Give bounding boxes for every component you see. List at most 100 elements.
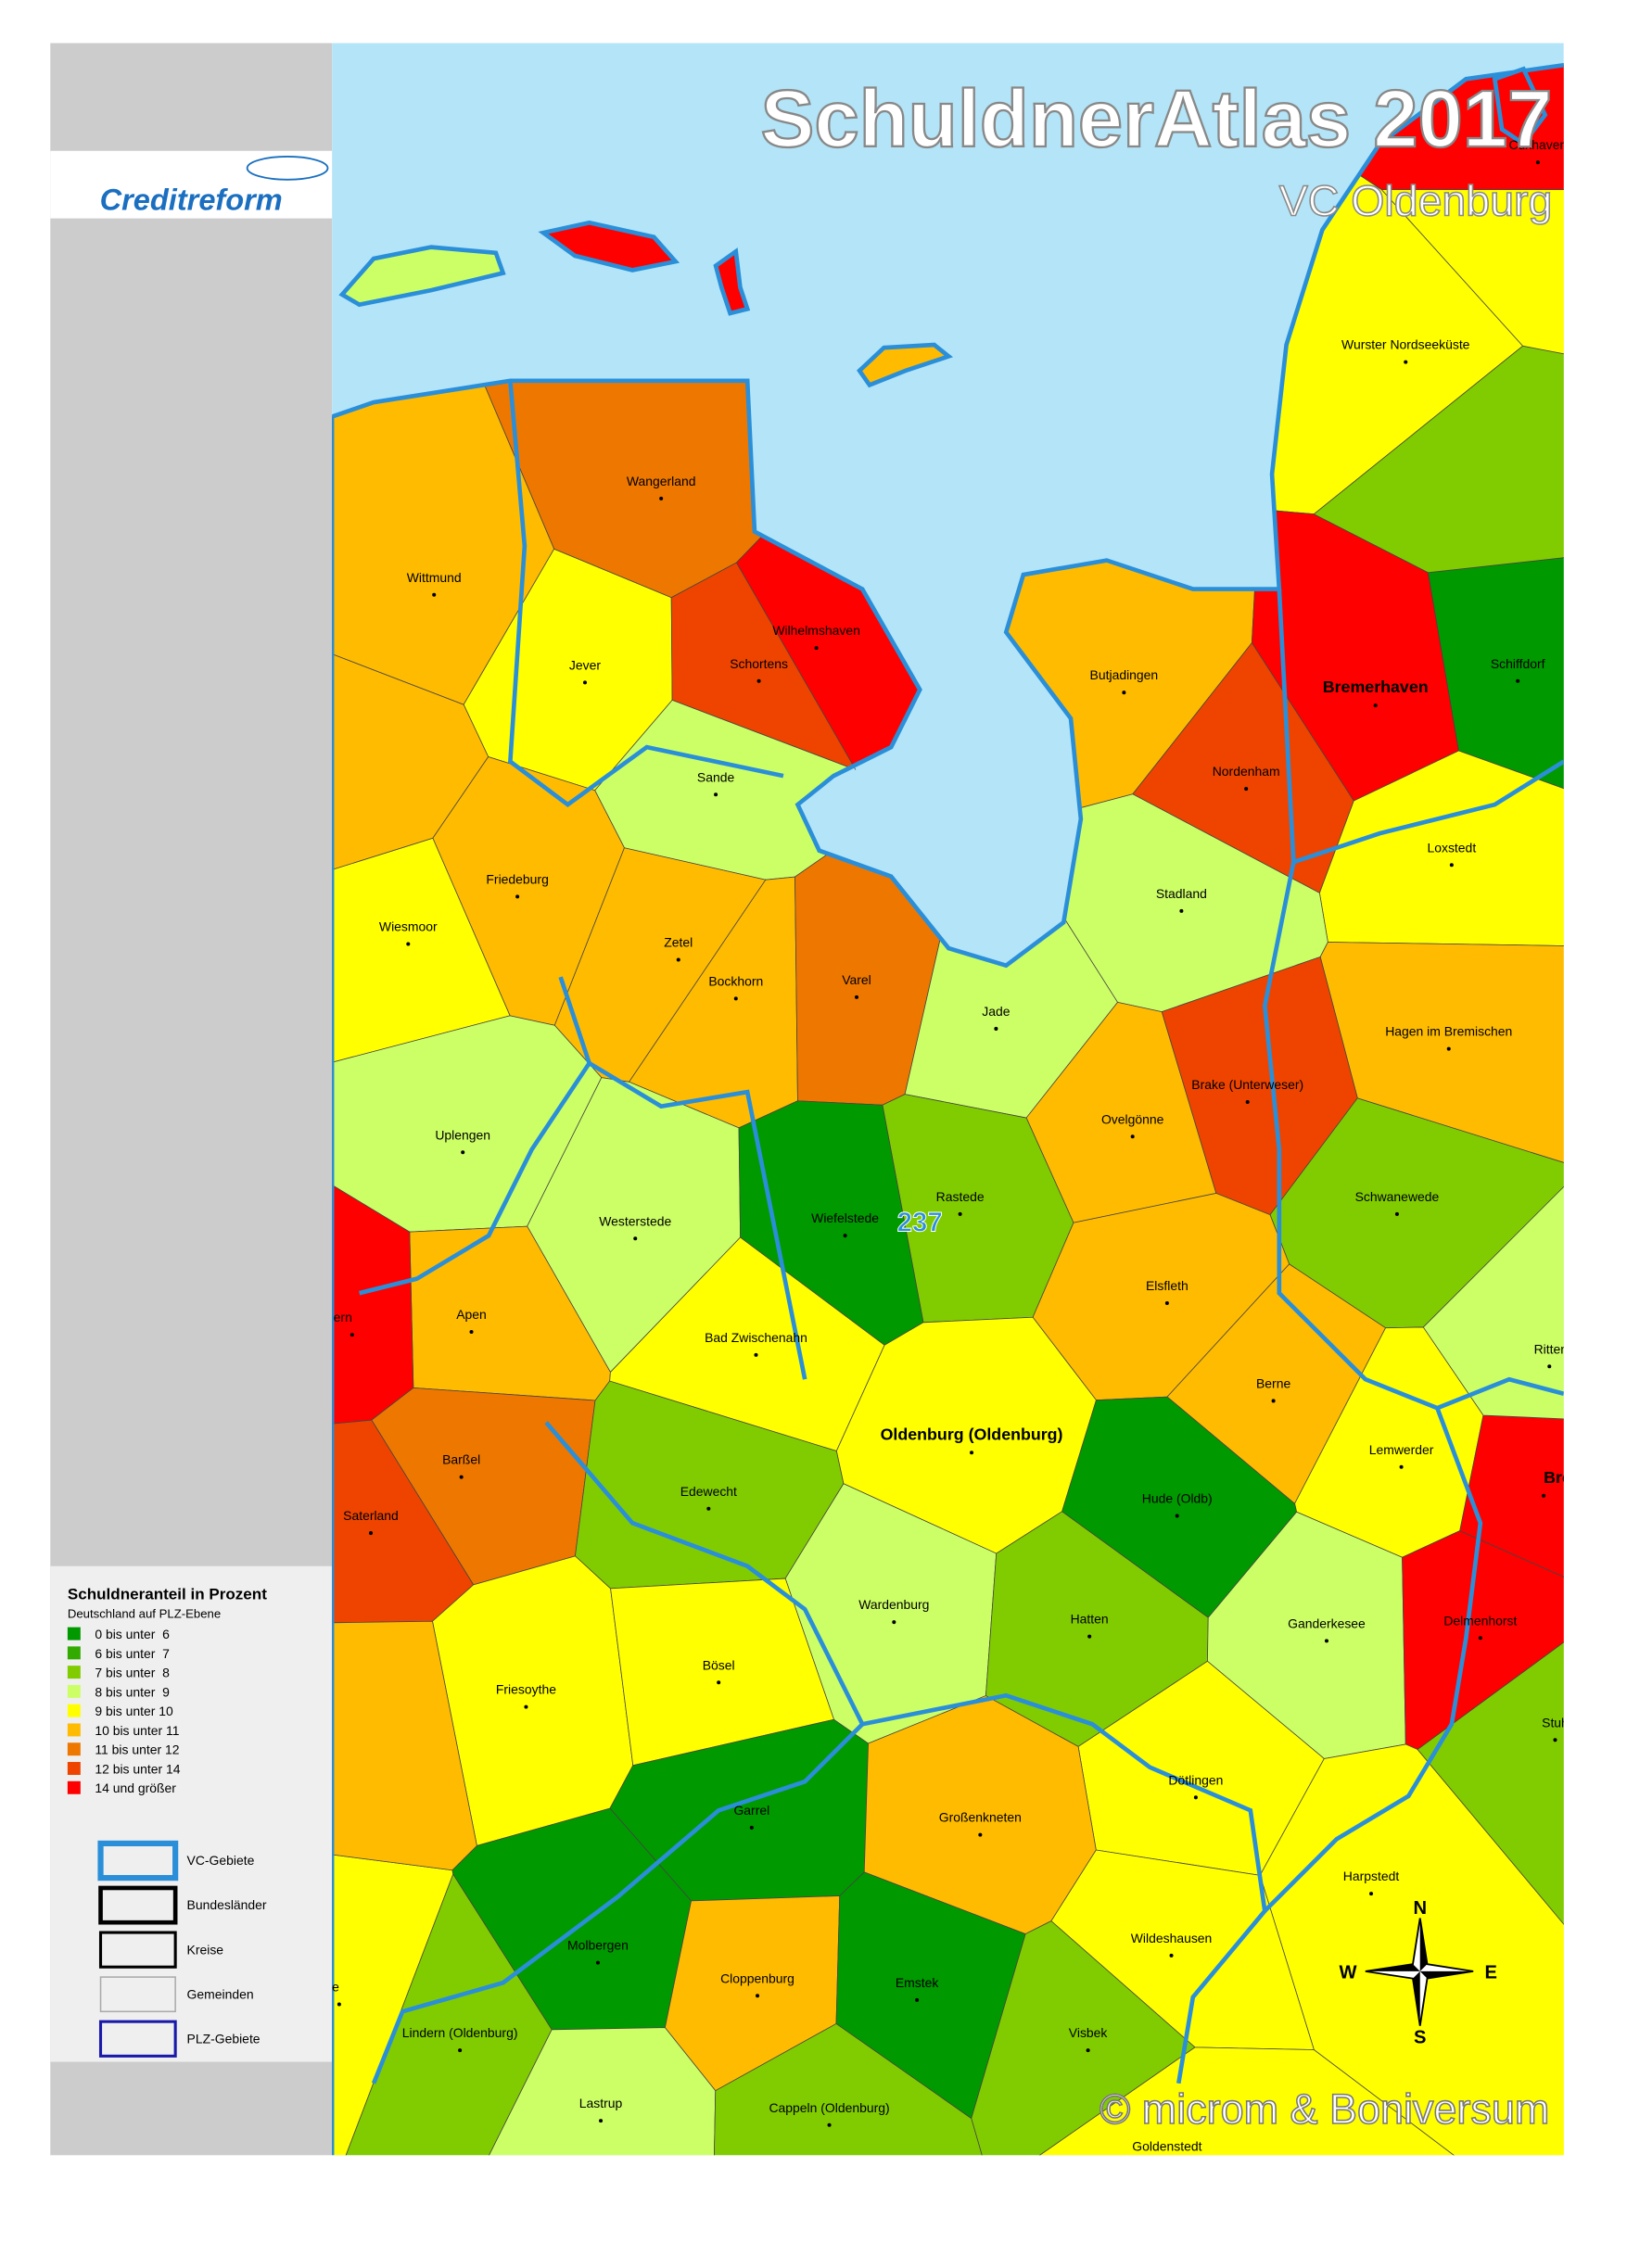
region xyxy=(332,653,489,870)
region xyxy=(1038,2046,1455,2156)
legend-swatch xyxy=(67,1780,81,1794)
legend-swatch xyxy=(67,1723,81,1737)
island xyxy=(713,247,751,316)
vc-boundary xyxy=(371,1421,866,2084)
place-dot xyxy=(1553,1738,1557,1742)
place-dot xyxy=(1086,2048,1090,2053)
place-label: Friesoythe xyxy=(496,1682,556,1697)
place-dot xyxy=(1169,1953,1174,1958)
place-label: Lemwerder xyxy=(1369,1442,1434,1457)
place-dot xyxy=(1271,1399,1276,1403)
place-dot xyxy=(958,1211,962,1216)
place-dot xyxy=(1449,863,1454,868)
place-dot xyxy=(749,1825,754,1830)
island xyxy=(1492,66,1548,147)
place-dot xyxy=(1399,1464,1404,1469)
place-label: Wiesmoor xyxy=(379,919,438,934)
region xyxy=(1313,345,1564,574)
place-label: Hagen im Bremischen xyxy=(1385,1024,1512,1039)
place-dot xyxy=(814,646,819,651)
place-dot xyxy=(994,1026,998,1031)
place-label: Molbergen xyxy=(567,1938,629,1953)
place-label: Bockhorn xyxy=(708,973,763,988)
place-label: Oldenburg (Oldenburg) xyxy=(881,1425,1063,1443)
place-dot xyxy=(1130,1134,1135,1139)
legend-swatch xyxy=(67,1627,81,1641)
legend-label: 14 und größer xyxy=(95,1780,176,1795)
place-dot xyxy=(1165,2162,1169,2166)
place-dot xyxy=(978,1832,983,1837)
place-label: Großenkneten xyxy=(939,1810,1022,1825)
place-label: Sande xyxy=(697,769,735,784)
place-dot xyxy=(827,2122,832,2127)
vc-boundary xyxy=(588,1061,807,1380)
place-label: Lastrup xyxy=(579,2096,623,2110)
place-dot xyxy=(659,496,664,500)
place-label: Wurster Nordseeküste xyxy=(1341,337,1470,352)
place-label: Bremerhaven xyxy=(1323,678,1429,696)
place-dot xyxy=(461,1150,465,1155)
legend-label: 11 bis unter 12 xyxy=(95,1742,179,1757)
legend-title: Schuldneranteil in Prozent xyxy=(68,1585,267,1603)
place-dot xyxy=(1087,1634,1092,1639)
place-dot xyxy=(1547,1364,1552,1369)
place-dot xyxy=(406,942,411,946)
place-label: Goldenstedt xyxy=(1132,2139,1201,2154)
legend-boundary xyxy=(97,1840,179,1882)
vc-boundary xyxy=(359,976,592,1296)
place-label: Stadland xyxy=(1156,886,1207,901)
place-dot xyxy=(854,995,859,999)
place-dot xyxy=(1542,1493,1546,1498)
place-label: Jade xyxy=(982,1004,1010,1019)
title: SchuldnerAtlas 2017 xyxy=(760,74,1552,164)
legend-subtitle: Deutschland auf PLZ-Ebene xyxy=(68,1607,221,1621)
place-dot xyxy=(1175,1514,1179,1518)
legend-label: 7 bis unter 8 xyxy=(95,1666,170,1680)
compass: N E S W xyxy=(1340,1898,1497,2048)
legend-boundary-label: VC-Gebiete xyxy=(187,1853,255,1868)
legend-swatch xyxy=(67,1704,81,1717)
place-dot xyxy=(515,894,520,899)
legend-swatch xyxy=(67,1646,81,1660)
logo-globe xyxy=(246,156,329,181)
place-label: Emstek xyxy=(896,1975,939,1990)
region xyxy=(714,2023,983,2156)
place-dot xyxy=(368,1531,374,1536)
region xyxy=(1417,1641,1564,1925)
vc-boundary xyxy=(1292,759,1564,865)
region xyxy=(332,1185,414,1425)
legend-boundary xyxy=(99,1976,176,2013)
legend-label: 8 bis unter 9 xyxy=(95,1684,170,1699)
place-dot xyxy=(469,1330,474,1335)
place-dot xyxy=(432,592,437,597)
place-label: Wilhelmshaven xyxy=(772,623,860,638)
place-label: Hatten xyxy=(1071,1612,1109,1627)
legend-box xyxy=(50,1565,333,2062)
vc-boundary xyxy=(861,1692,1267,2084)
place-dot xyxy=(582,680,588,685)
place-dot xyxy=(1164,1301,1169,1306)
place-label: Wardenburg xyxy=(858,1597,929,1612)
subtitle: VC Oldenburg xyxy=(1279,177,1553,225)
place-labels: Wurster Nordseeküste Wangerland Wittmund Wi… xyxy=(332,137,1569,2166)
logo-band xyxy=(50,150,333,219)
place-label: Stuh xyxy=(1542,1715,1569,1730)
place-label: Schwanewede xyxy=(1355,1189,1440,1204)
island xyxy=(857,342,954,388)
place-dot xyxy=(892,1620,896,1625)
place-label: Zetel xyxy=(664,935,693,950)
place-label: Cloppenburg xyxy=(720,1970,794,1985)
place-label: Brake (Unterweser) xyxy=(1191,1077,1303,1092)
compass-e: E xyxy=(1485,1963,1497,1983)
place-dot xyxy=(1193,1795,1198,1800)
place-label: Schortens xyxy=(730,656,788,671)
compass-w: W xyxy=(1340,1963,1357,1983)
legend-swatch xyxy=(67,1684,81,1698)
place-label: Garrel xyxy=(733,1803,769,1818)
place-dot xyxy=(843,1234,847,1238)
place-label: Rastede xyxy=(936,1189,985,1204)
place-label: Wiefelstede xyxy=(811,1210,879,1225)
legend-boundary-label: PLZ-Gebiete xyxy=(187,2031,261,2046)
